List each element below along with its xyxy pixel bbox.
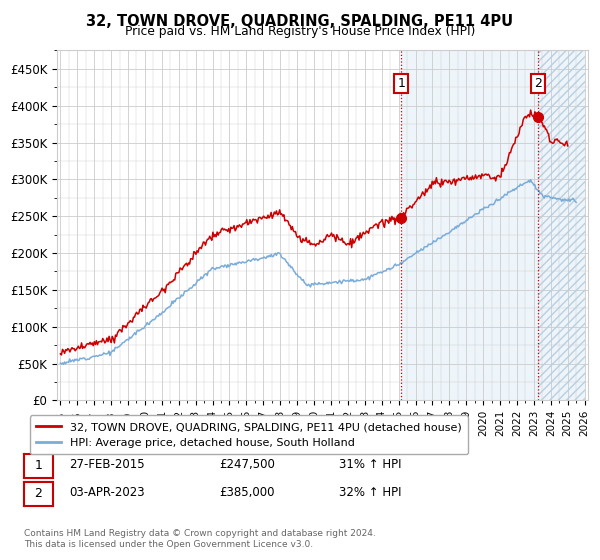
Text: 03-APR-2023: 03-APR-2023: [69, 486, 145, 500]
Text: 2: 2: [534, 77, 542, 90]
Text: £385,000: £385,000: [219, 486, 275, 500]
Text: Contains HM Land Registry data © Crown copyright and database right 2024.
This d: Contains HM Land Registry data © Crown c…: [24, 529, 376, 549]
Text: 1: 1: [397, 77, 405, 90]
Text: Price paid vs. HM Land Registry's House Price Index (HPI): Price paid vs. HM Land Registry's House …: [125, 25, 475, 38]
Bar: [538, 50, 584, 400]
Text: £247,500: £247,500: [219, 458, 275, 472]
Text: 32, TOWN DROVE, QUADRING, SPALDING, PE11 4PU: 32, TOWN DROVE, QUADRING, SPALDING, PE11…: [86, 14, 514, 29]
Text: 32% ↑ HPI: 32% ↑ HPI: [339, 486, 401, 500]
Text: 31% ↑ HPI: 31% ↑ HPI: [339, 458, 401, 472]
Legend: 32, TOWN DROVE, QUADRING, SPALDING, PE11 4PU (detached house), HPI: Average pric: 32, TOWN DROVE, QUADRING, SPALDING, PE11…: [29, 416, 468, 454]
Bar: [401, 50, 584, 400]
Text: 27-FEB-2015: 27-FEB-2015: [69, 458, 145, 472]
Text: 1: 1: [34, 459, 43, 473]
Text: 2: 2: [34, 487, 43, 501]
